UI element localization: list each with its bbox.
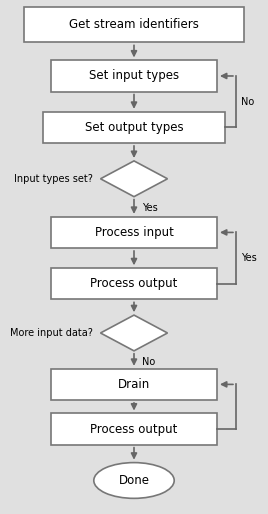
Ellipse shape (94, 463, 174, 499)
FancyBboxPatch shape (51, 413, 217, 445)
FancyBboxPatch shape (43, 112, 225, 143)
FancyBboxPatch shape (51, 217, 217, 248)
Text: Set output types: Set output types (85, 121, 183, 134)
Text: Drain: Drain (118, 378, 150, 391)
Text: Yes: Yes (142, 203, 158, 213)
Text: Process output: Process output (90, 423, 178, 435)
Text: Get stream identifiers: Get stream identifiers (69, 18, 199, 31)
Text: Set input types: Set input types (89, 69, 179, 82)
Text: Yes: Yes (241, 253, 257, 263)
Polygon shape (100, 315, 168, 351)
FancyBboxPatch shape (51, 268, 217, 300)
Text: Input types set?: Input types set? (14, 174, 92, 184)
Text: More input data?: More input data? (10, 328, 92, 338)
Text: Process input: Process input (95, 226, 173, 239)
Text: Done: Done (118, 474, 150, 487)
Text: Process output: Process output (90, 278, 178, 290)
FancyBboxPatch shape (51, 60, 217, 91)
Polygon shape (100, 161, 168, 197)
FancyBboxPatch shape (24, 7, 244, 43)
Text: No: No (142, 357, 155, 367)
Text: No: No (241, 97, 254, 107)
FancyBboxPatch shape (51, 369, 217, 400)
